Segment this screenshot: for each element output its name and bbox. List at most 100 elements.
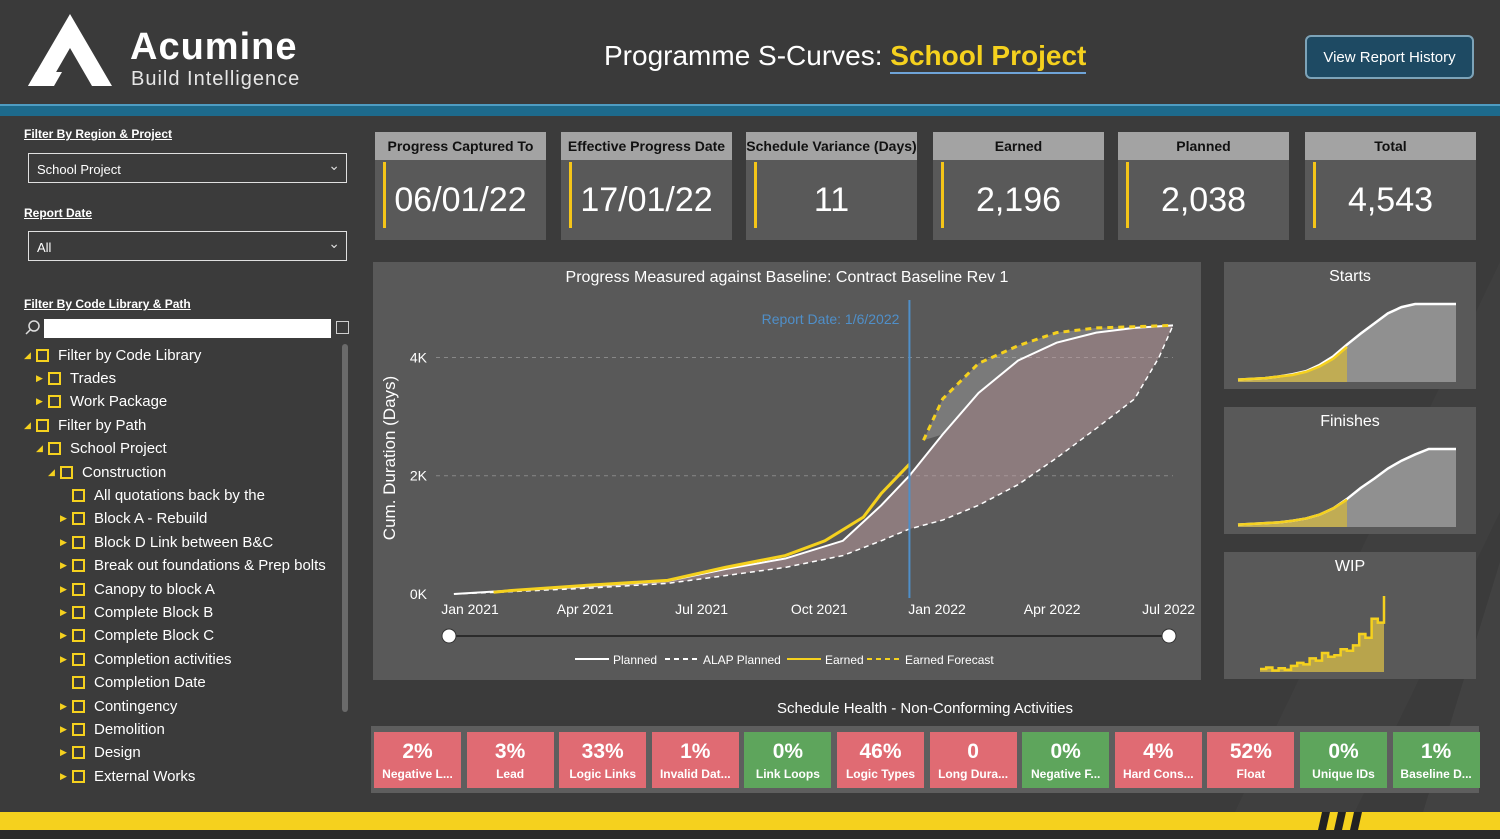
collapsed-triangle-icon[interactable]: ▶	[60, 747, 67, 758]
tree-checkbox[interactable]	[36, 348, 49, 362]
tree-checkbox[interactable]	[72, 605, 85, 619]
tree-checkbox[interactable]	[72, 629, 85, 643]
tree-item[interactable]: ◢ Filter by Path	[24, 414, 146, 436]
tree-item[interactable]: ▶ Work Package	[36, 391, 167, 413]
collapsed-triangle-icon[interactable]: ▶	[60, 606, 67, 617]
tree-checkbox[interactable]	[48, 371, 61, 385]
tree-checkbox[interactable]	[48, 395, 61, 409]
kpi-label: Earned	[933, 132, 1104, 160]
starts-chart-title: Starts	[1329, 268, 1371, 285]
health-metric-tile[interactable]: 0% Link Loops	[744, 732, 832, 788]
range-slider-end-handle[interactable]	[1161, 628, 1177, 644]
health-metric-label: Negative F...	[1031, 766, 1101, 781]
tree-item[interactable]: ▶ Canopy to block A	[60, 578, 215, 600]
collapsed-triangle-icon[interactable]: ▶	[60, 536, 67, 547]
health-metric-tile[interactable]: 0 Long Dura...	[929, 732, 1017, 788]
expanded-triangle-icon[interactable]: ◢	[36, 443, 43, 454]
health-metric-tile[interactable]: 52% Float	[1207, 732, 1295, 788]
tree-checkbox[interactable]	[72, 559, 85, 573]
tree-item-label: External Works	[94, 767, 196, 785]
actual-area	[1238, 346, 1347, 382]
report-date-annotation: Report Date: 1/6/2022	[762, 311, 900, 327]
expanded-triangle-icon[interactable]: ◢	[24, 349, 31, 360]
tree-item[interactable]: ▶ Completion activities	[60, 648, 232, 670]
collapsed-triangle-icon[interactable]: ▶	[36, 372, 43, 383]
select-all-checkbox[interactable]	[336, 321, 349, 334]
range-slider-start-handle[interactable]	[441, 628, 457, 644]
health-metric-label: Lead	[496, 766, 525, 781]
kpi-accent-bar	[754, 162, 757, 228]
collapsed-triangle-icon[interactable]: ▶	[60, 560, 67, 571]
tree-item[interactable]: ◢ Construction	[48, 461, 166, 483]
health-metric-tile[interactable]: 3% Lead	[466, 732, 554, 788]
collapsed-triangle-icon[interactable]: ▶	[60, 513, 67, 524]
health-metric-tile[interactable]: 4% Hard Cons...	[1114, 732, 1202, 788]
tree-checkbox[interactable]	[36, 418, 49, 432]
starts-chart: Starts	[1224, 262, 1476, 389]
health-metric-label: Link Loops	[755, 766, 820, 781]
tree-item-label: Demolition	[94, 720, 165, 738]
health-metric-tile[interactable]: 1% Baseline D...	[1392, 732, 1480, 788]
tree-item[interactable]: ◢ School Project	[36, 438, 167, 460]
earned-forecast-line	[922, 323, 1174, 441]
health-metric-tile[interactable]: 0% Negative F...	[1022, 732, 1110, 788]
tree-checkbox[interactable]	[60, 465, 73, 479]
region-dropdown-value: School Project	[37, 162, 121, 177]
tree-checkbox[interactable]	[72, 512, 85, 526]
tree-item[interactable]: Completion Date	[60, 672, 206, 694]
health-metric-label: Logic Types	[845, 766, 916, 781]
health-metric-tile[interactable]: 0% Unique IDs	[1300, 732, 1387, 788]
expanded-triangle-icon[interactable]: ◢	[24, 419, 31, 430]
header-divider	[0, 104, 1500, 116]
collapsed-triangle-icon[interactable]: ▶	[60, 630, 67, 641]
page-title: Programme S-Curves: School Project	[604, 40, 1087, 74]
health-metric-tile[interactable]: 33% Logic Links	[559, 732, 647, 788]
tree-item[interactable]: ▶ Trades	[36, 367, 116, 389]
collapsed-triangle-icon[interactable]: ▶	[60, 723, 67, 734]
tree-item[interactable]: All quotations back by the	[60, 484, 265, 506]
tree-checkbox[interactable]	[72, 722, 85, 736]
wip-chart-title: WIP	[1334, 558, 1366, 575]
tree-item-label: School Project	[70, 440, 167, 458]
tree-item[interactable]: ▶ Complete Block C	[60, 625, 214, 647]
tree-item[interactable]: ▶ Complete Block B	[60, 601, 213, 623]
health-metric-tile[interactable]: 2% Negative L...	[374, 732, 461, 788]
planned-alap-band	[453, 325, 1173, 594]
tree-checkbox[interactable]	[72, 652, 85, 666]
tree-item[interactable]: ▶ External Works	[60, 765, 195, 787]
tree-search-input[interactable]	[44, 319, 331, 338]
collapsed-triangle-icon[interactable]: ▶	[60, 653, 67, 664]
collapsed-triangle-icon[interactable]: ▶	[60, 770, 67, 781]
tree-checkbox[interactable]	[72, 535, 85, 549]
region-project-dropdown[interactable]: School Project ⌄	[28, 153, 347, 183]
collapsed-triangle-icon[interactable]: ▶	[36, 396, 43, 407]
tree-checkbox[interactable]	[72, 676, 85, 690]
health-metric-tile[interactable]: 46% Logic Types	[837, 732, 924, 788]
view-report-history-button[interactable]: View Report History	[1305, 35, 1474, 79]
tree-item[interactable]: ▶ Design	[60, 742, 141, 764]
tree-checkbox[interactable]	[48, 442, 61, 456]
tree-item[interactable]: ▶ Block A - Rebuild	[60, 508, 207, 530]
health-metric-value: 0%	[1050, 739, 1081, 763]
tree-item-label: Completion activities	[94, 650, 232, 668]
report-date-dropdown[interactable]: All ⌄	[28, 231, 347, 261]
health-metric-label: Long Dura...	[938, 766, 1009, 781]
tree-checkbox[interactable]	[72, 746, 85, 760]
health-metric-value: 1%	[1420, 739, 1452, 763]
tree-item[interactable]: ▶ Demolition	[60, 718, 165, 740]
tree-checkbox[interactable]	[72, 488, 85, 502]
tree-checkbox[interactable]	[72, 582, 85, 596]
tree-item[interactable]: ▶ Break out foundations & Prep bolts	[60, 555, 326, 577]
tree-item[interactable]: ▶ Contingency	[60, 695, 177, 717]
expanded-triangle-icon[interactable]: ◢	[48, 466, 55, 477]
tree-scrollbar[interactable]	[342, 344, 348, 712]
tree-item[interactable]: ◢ Filter by Code Library	[24, 344, 201, 366]
health-metric-label: Invalid Dat...	[659, 766, 731, 781]
health-metric-tile[interactable]: 1% Invalid Dat...	[651, 732, 739, 788]
collapsed-triangle-icon[interactable]: ▶	[60, 583, 67, 594]
tree-checkbox[interactable]	[72, 769, 85, 783]
tree-item[interactable]: ▶ Block D Link between B&C	[60, 531, 273, 553]
kpi-accent-bar	[569, 162, 572, 228]
tree-checkbox[interactable]	[72, 699, 85, 713]
collapsed-triangle-icon[interactable]: ▶	[60, 700, 67, 711]
